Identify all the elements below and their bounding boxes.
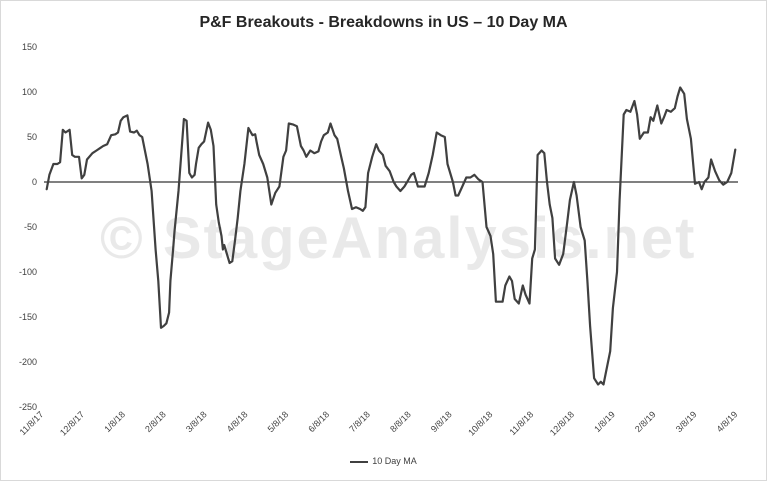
watermark: © StageAnalysis.net: [100, 206, 697, 271]
legend-swatch: [350, 460, 369, 463]
x-tick-label: 7/8/18: [347, 409, 372, 434]
x-tick-label: 12/8/17: [58, 409, 86, 437]
legend-label: 10 Day MA: [372, 456, 417, 466]
y-tick-label: 0: [32, 177, 37, 187]
y-tick-label: -250: [19, 402, 37, 412]
legend: 10 Day MA: [0, 456, 767, 466]
y-axis: 150 100 50 0 -50 -100 -150 -200 -250: [19, 42, 738, 412]
y-tick-label: 100: [22, 87, 37, 97]
y-tick-label: -50: [24, 222, 37, 232]
x-tick-label: 6/8/18: [306, 409, 331, 434]
y-tick-label: -150: [19, 312, 37, 322]
x-tick-label: 11/8/18: [507, 409, 535, 437]
y-tick-label: 50: [27, 132, 37, 142]
y-tick-label: -200: [19, 357, 37, 367]
x-tick-label: 1/8/18: [102, 409, 127, 434]
y-tick-label: 150: [22, 42, 37, 52]
x-tick-label: 9/8/18: [429, 409, 454, 434]
series-line-10-day-ma: [45, 86, 737, 386]
x-tick-label: 3/8/18: [184, 409, 209, 434]
x-tick-label: 4/8/18: [225, 409, 250, 434]
y-tick-label: -100: [19, 267, 37, 277]
x-tick-label: 2/8/19: [633, 409, 658, 434]
x-tick-label: 4/8/19: [715, 409, 740, 434]
x-tick-label: 2/8/18: [143, 409, 168, 434]
x-tick-label: 1/8/19: [592, 409, 617, 434]
x-tick-label: 8/8/18: [388, 409, 413, 434]
chart-title: P&F Breakouts - Breakdowns in US – 10 Da…: [199, 14, 568, 31]
x-axis: 11/8/17 12/8/17 1/8/18 2/8/18 3/8/18 4/8/18 5/…: [18, 409, 740, 437]
x-tick-label: 10/8/18: [466, 409, 494, 437]
x-tick-label: 5/8/18: [266, 409, 291, 434]
series-layer: [45, 86, 737, 386]
x-tick-label: 11/8/17: [18, 409, 46, 437]
x-tick-label: 3/8/19: [674, 409, 699, 434]
x-tick-label: 12/8/18: [548, 409, 576, 437]
